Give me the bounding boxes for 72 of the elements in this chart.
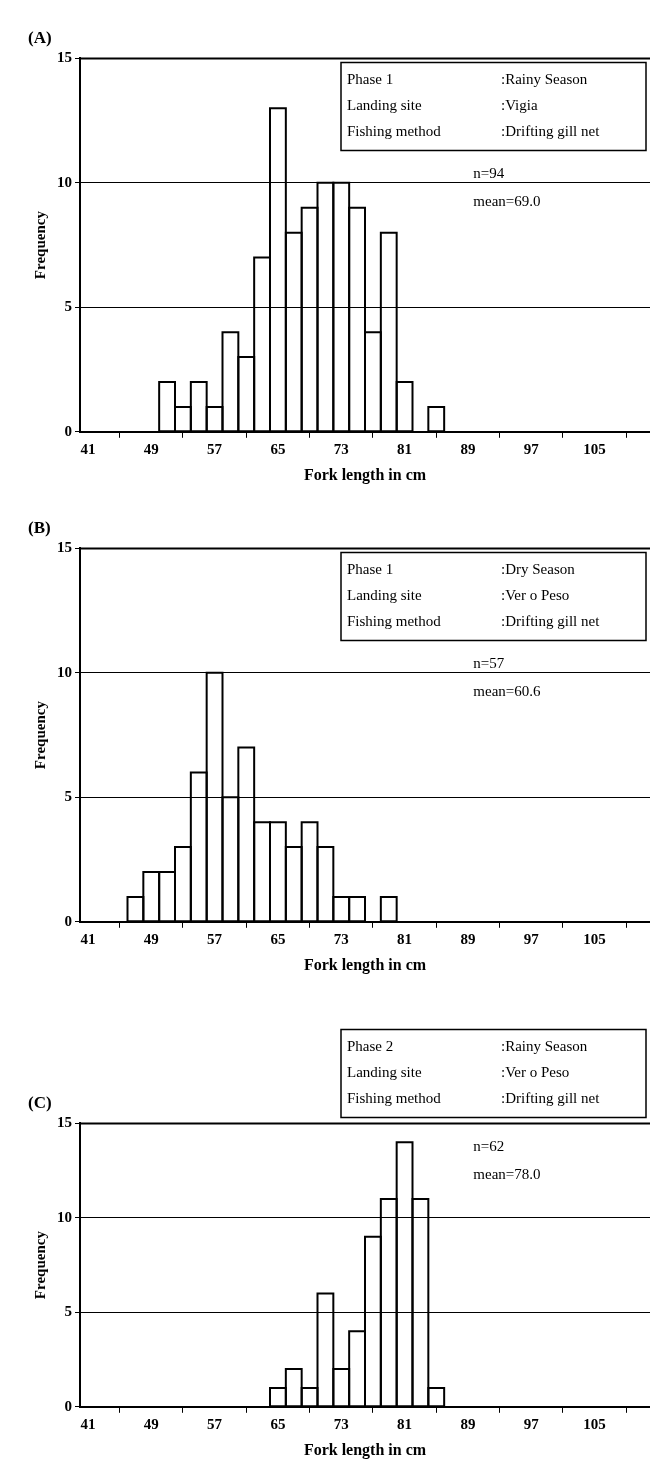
annotation: mean=78.0 xyxy=(473,1166,541,1183)
y-tick-label: 5 xyxy=(64,298,72,315)
x-tick-label: 57 xyxy=(207,1415,223,1432)
annotation: :Drifting gill net xyxy=(501,613,601,630)
x-tick-label: 97 xyxy=(523,930,540,947)
annotation: n=62 xyxy=(473,1138,505,1155)
x-tick-label: 89 xyxy=(460,930,476,947)
x-tick-label: 73 xyxy=(333,1415,349,1432)
y-tick-label: 5 xyxy=(64,1303,72,1320)
x-tick-label: 89 xyxy=(460,440,476,457)
x-tick-label: 41 xyxy=(80,930,96,947)
y-tick-label: 10 xyxy=(57,1208,72,1225)
x-tick-label: 65 xyxy=(270,1415,286,1432)
x-tick-label: 81 xyxy=(397,440,413,457)
x-tick-label: 65 xyxy=(270,930,286,947)
y-tick-label: 15 xyxy=(57,1114,72,1131)
x-tick-label: 41 xyxy=(80,1415,96,1432)
x-tick-label: 81 xyxy=(397,930,413,947)
y-axis-title: Frequency xyxy=(31,700,48,770)
x-tick-label: 105 xyxy=(583,930,606,947)
text: :Drifting gill net xyxy=(501,1090,601,1107)
annotation: Phase 1 xyxy=(347,561,394,578)
annotation: Fishing method xyxy=(347,123,442,140)
x-tick-label: 57 xyxy=(207,930,223,947)
x-tick-label: 97 xyxy=(523,440,540,457)
y-tick-label: 10 xyxy=(57,663,72,680)
x-axis-title: Fork length in cm xyxy=(303,1440,427,1459)
annotation: n=57 xyxy=(473,655,505,672)
text: :Ver o Peso xyxy=(501,1064,570,1081)
x-tick-label: 49 xyxy=(143,1415,159,1432)
annotation: :Dry Season xyxy=(501,561,576,578)
y-axis-title: Frequency xyxy=(31,1230,48,1300)
annotation: Landing site xyxy=(347,587,422,604)
y-tick-label: 15 xyxy=(57,49,72,66)
x-tick-label: 41 xyxy=(80,440,96,457)
x-tick-label: 49 xyxy=(143,930,159,947)
y-tick-label: 0 xyxy=(64,1397,72,1414)
annotation: :Drifting gill net xyxy=(501,123,601,140)
x-tick-label: 65 xyxy=(270,440,286,457)
x-tick-label: 81 xyxy=(397,1415,413,1432)
x-tick-label: 89 xyxy=(460,1415,476,1432)
x-tick-label: 105 xyxy=(583,1415,606,1432)
annotation: :Rainy Season xyxy=(501,71,588,88)
x-tick-label: 105 xyxy=(583,440,606,457)
text: :Rainy Season xyxy=(501,1038,588,1055)
x-tick-label: 73 xyxy=(333,440,349,457)
x-tick-label: 73 xyxy=(333,930,349,947)
x-tick-label: 49 xyxy=(143,440,159,457)
y-tick-label: 10 xyxy=(57,173,72,190)
annotation: Fishing method xyxy=(347,613,442,630)
annotation: Landing site xyxy=(347,97,422,114)
chart-title: (A) xyxy=(28,27,52,47)
text: Fishing method xyxy=(347,1090,442,1107)
chart-title: (C) xyxy=(28,1092,52,1112)
annotation: Phase 1 xyxy=(347,71,394,88)
y-axis-title: Frequency xyxy=(31,210,48,280)
annotation: :Ver o Peso xyxy=(501,587,570,604)
chart-title: (B) xyxy=(28,517,51,537)
x-axis-title: Fork length in cm xyxy=(303,465,427,484)
annotation: n=94 xyxy=(473,165,505,182)
y-tick-label: 15 xyxy=(57,539,72,556)
x-axis-title: Fork length in cm xyxy=(303,955,427,974)
x-tick-label: 97 xyxy=(523,1415,540,1432)
text: Phase 2 xyxy=(347,1038,394,1055)
y-tick-label: 0 xyxy=(64,912,72,929)
x-tick-label: 57 xyxy=(207,440,223,457)
text: Landing site xyxy=(347,1064,422,1081)
y-tick-label: 5 xyxy=(64,788,72,805)
annotation: mean=60.6 xyxy=(473,683,541,700)
annotation: mean=69.0 xyxy=(473,193,541,210)
annotation: :Vigia xyxy=(501,97,538,114)
y-tick-label: 0 xyxy=(64,422,72,439)
